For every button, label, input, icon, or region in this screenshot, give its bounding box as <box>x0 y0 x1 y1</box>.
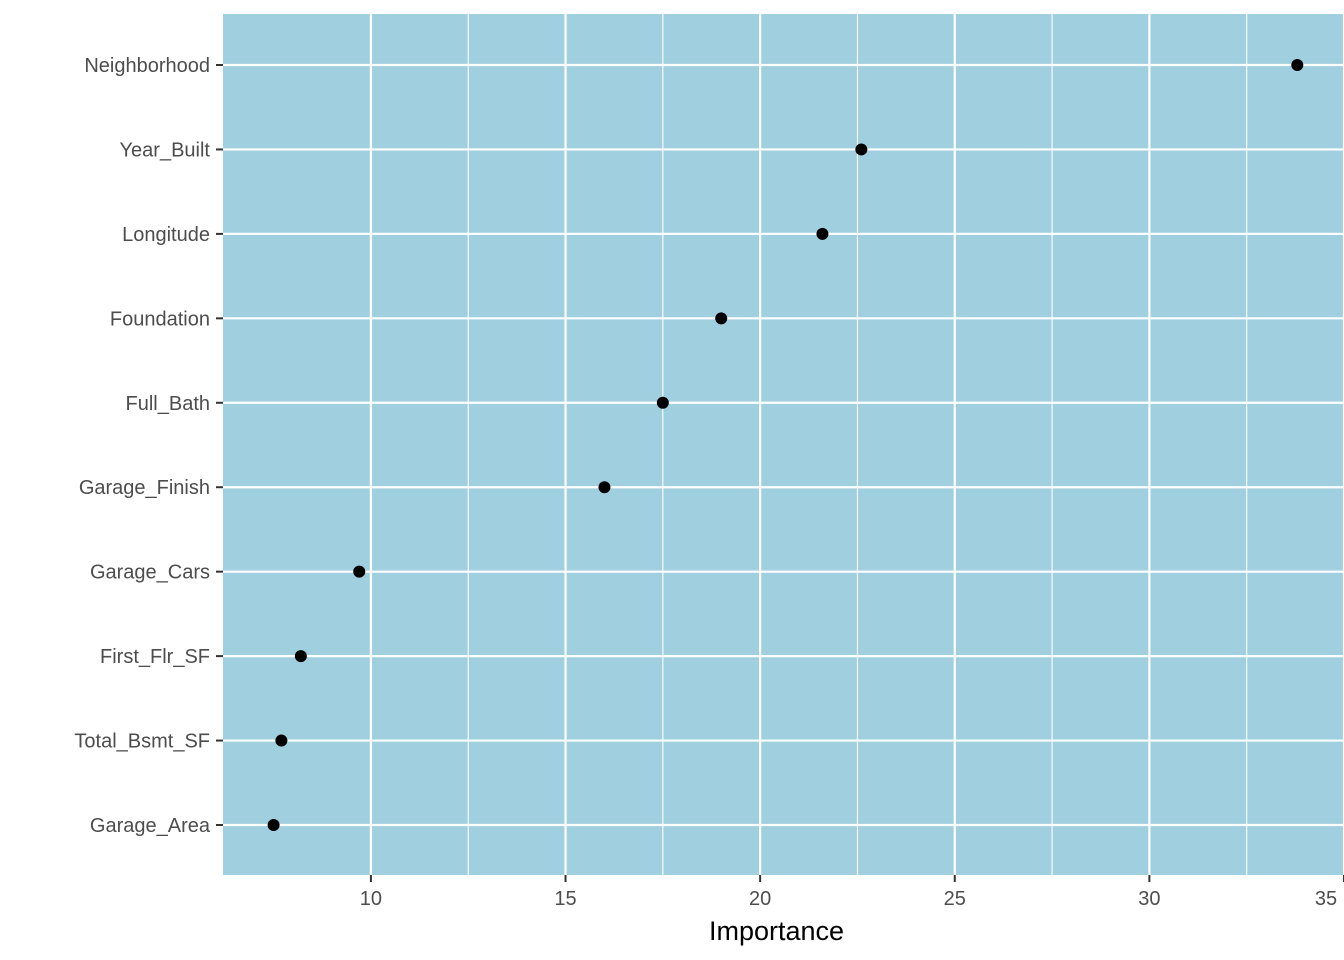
data-point <box>267 819 280 831</box>
plot-panel <box>223 14 1344 875</box>
x-tick-label: 10 <box>360 888 382 910</box>
x-axis: 10 15 20 25 30 35 <box>360 875 1344 910</box>
y-tick-label: Foundation <box>110 308 210 330</box>
y-tick-label: Longitude <box>122 224 210 246</box>
x-tick-label: 25 <box>944 888 966 910</box>
data-point <box>715 312 728 325</box>
y-tick-label: Total_Bsmt_SF <box>74 731 210 753</box>
y-tick-label: Garage_Finish <box>79 477 210 499</box>
x-tick-label: 15 <box>554 888 576 910</box>
data-point <box>855 143 868 156</box>
y-tick-label: Neighborhood <box>84 55 210 77</box>
major-gridlines <box>223 14 1344 875</box>
data-point <box>816 227 829 240</box>
x-axis-title: Importance <box>709 916 844 946</box>
data-point <box>656 396 669 409</box>
data-point <box>275 734 288 747</box>
y-tick-label: Year_Built <box>120 139 211 161</box>
data-point <box>353 565 366 578</box>
y-tick-label: First_Flr_SF <box>100 646 210 668</box>
y-tick-label: Garage_Cars <box>90 562 210 584</box>
y-tick-label: Garage_Area <box>90 815 211 837</box>
minor-gridlines <box>467 14 1248 875</box>
y-tick-label: Full_Bath <box>126 393 211 415</box>
data-point <box>1291 59 1304 71</box>
x-tick-label: 30 <box>1138 888 1160 910</box>
y-axis: Neighborhood Year_Built Longitude Foundatio… <box>74 55 223 837</box>
x-tick-label: 20 <box>749 888 771 910</box>
x-tick-label: 35 <box>1315 888 1337 910</box>
data-points <box>267 59 1304 831</box>
data-point <box>598 481 611 494</box>
data-point <box>294 650 307 663</box>
